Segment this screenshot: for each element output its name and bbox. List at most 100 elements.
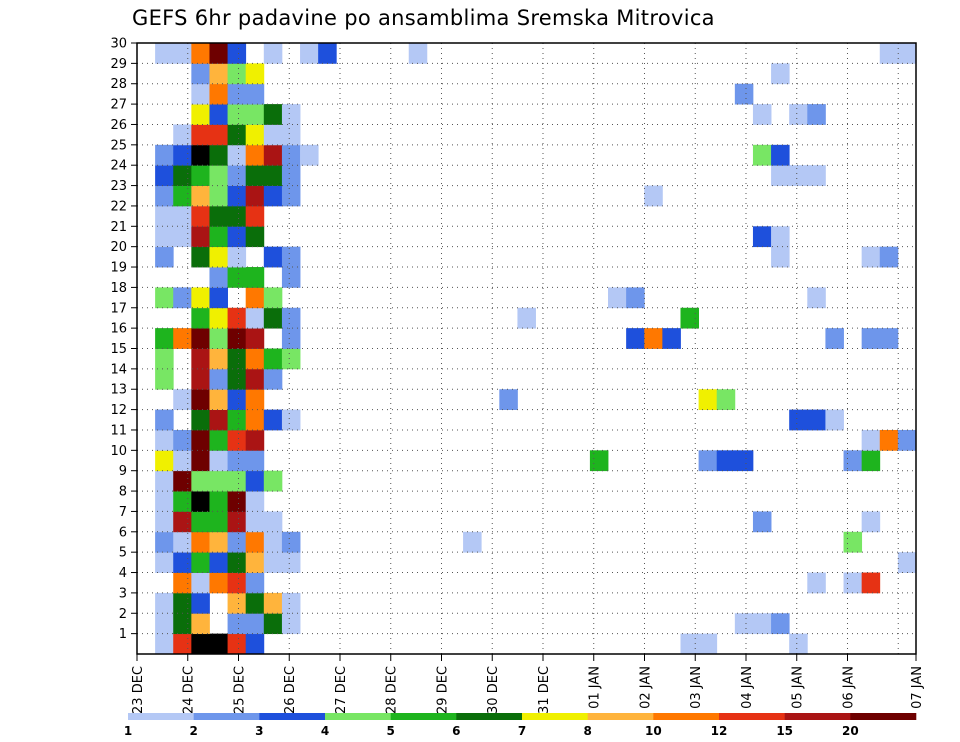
legend-label: 6	[452, 724, 460, 738]
y-tick-label: 3	[119, 586, 127, 601]
heatmap-cell	[173, 552, 192, 573]
heatmap-cell	[807, 104, 826, 125]
x-tick-label: 04 JAN	[740, 666, 755, 709]
heatmap-cell	[843, 531, 863, 553]
x-tick-label: 25 DEC	[232, 666, 247, 714]
heatmap-cell	[209, 63, 228, 85]
heatmap-cell	[209, 511, 228, 533]
heatmap-cell	[227, 348, 247, 370]
heatmap-cell	[680, 307, 700, 329]
heatmap-cell	[209, 165, 228, 186]
heatmap-cell	[209, 368, 228, 390]
heatmap-cell	[155, 348, 174, 370]
y-tick-label: 4	[119, 566, 127, 581]
heatmap-cell	[209, 429, 228, 451]
heatmap-cell	[173, 43, 192, 64]
heatmap-cell	[281, 328, 301, 349]
x-axis: 23 DEC 24 DEC 25 DEC 26 DEC 27 DEC 28 DEC 29 D…	[131, 654, 925, 714]
heatmap-cell	[245, 572, 265, 594]
y-tick-label: 24	[110, 159, 127, 174]
heatmap-cell	[227, 368, 247, 390]
heatmap-cell	[281, 144, 301, 166]
heatmap-cell	[227, 572, 247, 594]
heatmap-cell	[245, 185, 265, 207]
x-tick-label: 31 DEC	[537, 666, 552, 714]
heatmap-cell	[245, 491, 265, 512]
heatmap-cell	[263, 531, 283, 553]
heatmap-cell	[227, 124, 247, 146]
color-legend: 1 2 3 4 5 6 7 8 10 12 15 20	[124, 713, 917, 738]
heatmap-cell	[227, 613, 247, 635]
heatmap-cell	[245, 450, 265, 472]
heatmap-cell	[245, 124, 265, 146]
heatmap-cell	[861, 328, 881, 349]
heatmap-cell	[227, 633, 247, 655]
heatmap-cell	[825, 328, 844, 349]
heatmap-cell	[626, 287, 645, 309]
heatmap-cell	[698, 389, 718, 410]
heatmap-cell	[155, 328, 174, 349]
heatmap-cell	[227, 511, 247, 533]
heatmap-cell	[209, 124, 228, 146]
heatmap-cell	[608, 287, 627, 309]
heatmap-cell	[789, 409, 808, 431]
heatmap-cell	[155, 613, 174, 635]
heatmap-cell	[245, 348, 265, 370]
heatmap-cell	[155, 144, 174, 166]
heatmap-cell	[191, 470, 210, 492]
legend-label: 2	[189, 724, 197, 738]
heatmap-cell	[227, 185, 247, 207]
y-tick-label: 6	[119, 525, 127, 540]
heatmap-cell	[879, 429, 899, 451]
x-tick-label: 05 JAN	[791, 666, 806, 709]
y-tick-label: 1	[119, 627, 127, 642]
heatmap-cell	[807, 409, 826, 431]
heatmap-cell	[155, 43, 174, 64]
heatmap-cell	[897, 43, 917, 64]
heatmap-cell	[626, 328, 645, 349]
y-axis: 1234567891011121314151617181920212223242…	[110, 37, 137, 642]
y-tick-label: 7	[119, 505, 127, 520]
heatmap-cell	[734, 450, 754, 472]
heatmap-cell	[227, 552, 247, 573]
heatmap-cell	[752, 511, 772, 533]
y-tick-label: 5	[119, 546, 127, 561]
heatmap-cell	[227, 246, 247, 268]
heatmap-cell	[191, 348, 210, 370]
y-tick-label: 20	[110, 240, 127, 255]
heatmap-cell	[191, 368, 210, 390]
heatmap-cell	[191, 572, 210, 594]
y-tick-label: 30	[110, 37, 127, 52]
heatmap-cell	[807, 165, 826, 186]
x-tick-label: 02 JAN	[638, 666, 653, 709]
heatmap-cell	[191, 124, 210, 146]
heatmap-cells	[155, 43, 917, 655]
heatmap-cell	[698, 450, 718, 472]
heatmap-cell	[209, 348, 228, 370]
heatmap-cell	[281, 185, 301, 207]
heatmap-cell	[752, 104, 772, 125]
heatmap-cell	[173, 613, 192, 635]
heatmap-cell	[227, 592, 247, 614]
heatmap-cell	[209, 307, 228, 329]
heatmap-cell	[680, 633, 700, 655]
heatmap-cell	[191, 165, 210, 186]
heatmap-cell	[209, 328, 228, 349]
heatmap-cell	[209, 43, 228, 64]
legend-label: 5	[386, 724, 394, 738]
heatmap-cell	[752, 226, 772, 248]
heatmap-cell	[227, 531, 247, 553]
y-tick-label: 29	[110, 57, 127, 72]
y-tick-label: 28	[110, 77, 127, 92]
heatmap-cell	[789, 165, 808, 186]
heatmap-cell	[245, 409, 265, 431]
heatmap-cell	[662, 328, 681, 349]
heatmap-cell	[227, 429, 247, 451]
x-tick-label: 01 JAN	[588, 666, 603, 709]
heatmap-cell	[263, 287, 283, 309]
legend-swatch	[719, 713, 785, 720]
x-tick-label: 24 DEC	[182, 666, 197, 714]
heatmap-cell	[191, 185, 210, 207]
chart-title: GEFS 6hr padavine po ansamblima Sremska …	[132, 6, 715, 30]
heatmap-cell	[209, 287, 228, 309]
